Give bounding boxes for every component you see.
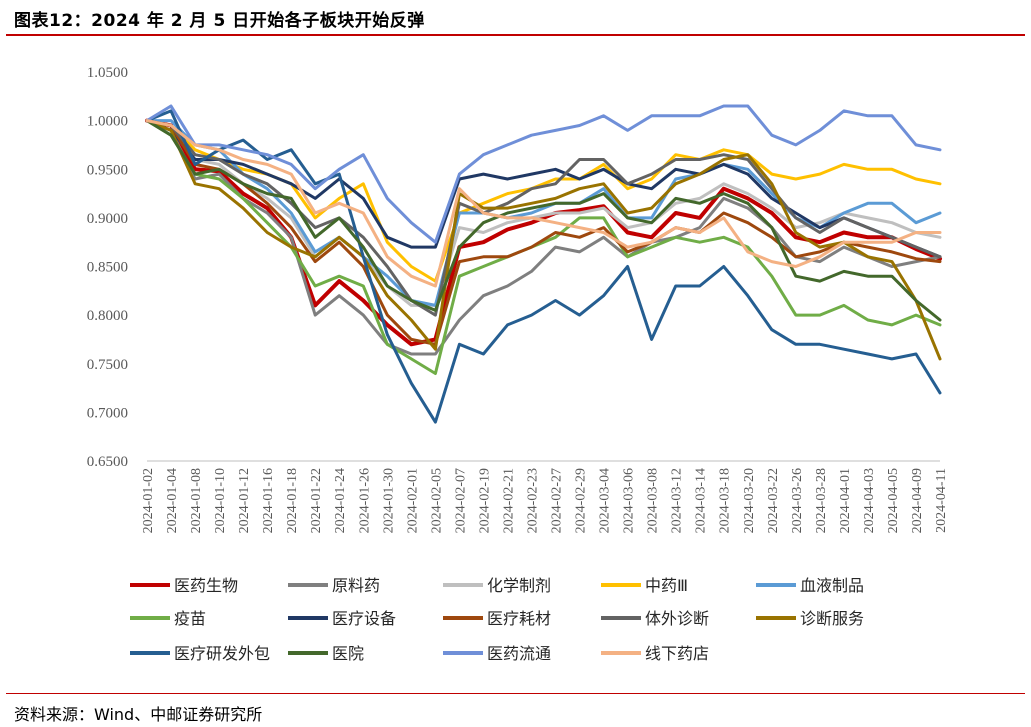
x-tick-label: 2024-01-08 [189, 468, 204, 533]
legend-label: 体外诊断 [645, 609, 709, 628]
x-tick-label: 2024-01-18 [285, 468, 300, 533]
x-tick-label: 2024-04-11 [934, 468, 949, 533]
x-tick-label: 2024-03-12 [670, 468, 685, 533]
y-tick-label: 0.6500 [87, 454, 128, 470]
legend-label: 医疗研发外包 [174, 644, 270, 663]
series-line [145, 119, 942, 346]
x-tick-label: 2024-01-16 [261, 468, 276, 533]
x-tick-label: 2024-01-12 [237, 468, 252, 533]
y-tick-label: 1.0500 [87, 65, 128, 81]
series-line [145, 104, 942, 244]
legend-label: 线下药店 [645, 644, 709, 663]
x-tick-label: 2024-02-23 [525, 468, 540, 533]
legend-label: 疫苗 [174, 609, 206, 628]
x-tick-label: 2024-03-04 [598, 468, 613, 533]
x-tick-label: 2024-04-05 [886, 468, 901, 533]
x-tick-label: 2024-04-03 [862, 468, 877, 533]
x-tick-label: 2024-03-26 [790, 468, 805, 533]
x-tick-label: 2024-02-01 [405, 468, 420, 533]
x-axis: 2024-01-02 2024-01-04 2024-01-08 2024-01-10… [141, 460, 949, 533]
y-tick-label: 0.9500 [87, 162, 128, 178]
series-line [145, 119, 942, 356]
legend-label: 医药生物 [174, 576, 238, 595]
title-rule [6, 34, 1025, 36]
series-line [145, 109, 942, 424]
x-tick-label: 2024-04-09 [910, 468, 925, 533]
plot-area [145, 104, 942, 424]
x-tick-label: 2024-03-22 [766, 468, 781, 533]
legend-label: 血液制品 [800, 576, 864, 595]
series-line [145, 119, 942, 259]
legend-label: 诊断服务 [800, 609, 864, 628]
x-tick-label: 2024-03-06 [622, 468, 637, 533]
x-tick-label: 2024-03-08 [646, 468, 661, 533]
legend-label: 中药Ⅲ [645, 576, 688, 595]
y-tick-label: 1.0000 [87, 114, 128, 130]
legend-label: 医疗耗材 [487, 609, 551, 628]
x-tick-label: 2024-01-24 [333, 468, 348, 533]
x-tick-label: 2024-03-28 [814, 468, 829, 533]
x-tick-label: 2024-02-29 [574, 468, 589, 533]
y-tick-label: 0.8000 [87, 308, 128, 324]
y-tick-label: 0.7000 [87, 405, 128, 421]
y-axis: 1.0500 1.0000 0.9500 0.9000 0.8500 0.8000 0.75… [87, 65, 128, 470]
legend-label: 原料药 [332, 576, 380, 595]
legend-label: 医院 [332, 644, 364, 663]
x-tick-label: 2024-01-30 [381, 468, 396, 533]
x-tick-label: 2024-01-02 [141, 468, 156, 533]
footer-rule [6, 693, 1025, 694]
x-tick-label: 2024-01-10 [213, 468, 228, 533]
series-line [145, 119, 942, 361]
x-tick-label: 2024-02-07 [453, 468, 468, 533]
series-line [145, 119, 942, 307]
legend-label: 医疗设备 [332, 609, 396, 628]
x-tick-label: 2024-03-20 [742, 468, 757, 533]
y-tick-label: 0.9000 [87, 211, 128, 227]
source-note: 资料来源：Wind、中邮证券研究所 [14, 705, 263, 724]
x-tick-label: 2024-02-21 [501, 468, 516, 533]
legend-label: 化学制剂 [487, 576, 551, 595]
x-tick-label: 2024-01-04 [165, 468, 180, 533]
series-line [145, 119, 942, 375]
series-line [145, 119, 942, 322]
x-tick-label: 2024-02-27 [550, 468, 565, 533]
x-tick-label: 2024-02-05 [429, 468, 444, 533]
x-tick-label: 2024-04-01 [838, 468, 853, 533]
series-line [145, 119, 942, 288]
y-tick-label: 0.7500 [87, 357, 128, 373]
y-tick-label: 0.8500 [87, 260, 128, 276]
x-tick-label: 2024-03-14 [694, 468, 709, 533]
x-tick-label: 2024-01-26 [357, 468, 372, 533]
x-tick-label: 2024-02-19 [477, 468, 492, 533]
x-tick-label: 2024-03-18 [718, 468, 733, 533]
x-tick-label: 2024-01-22 [309, 468, 324, 533]
figure-title: 图表12：2024 年 2 月 5 日开始各子板块开始反弹 [14, 11, 425, 31]
series-line [145, 119, 942, 317]
legend-label: 医药流通 [487, 644, 551, 663]
